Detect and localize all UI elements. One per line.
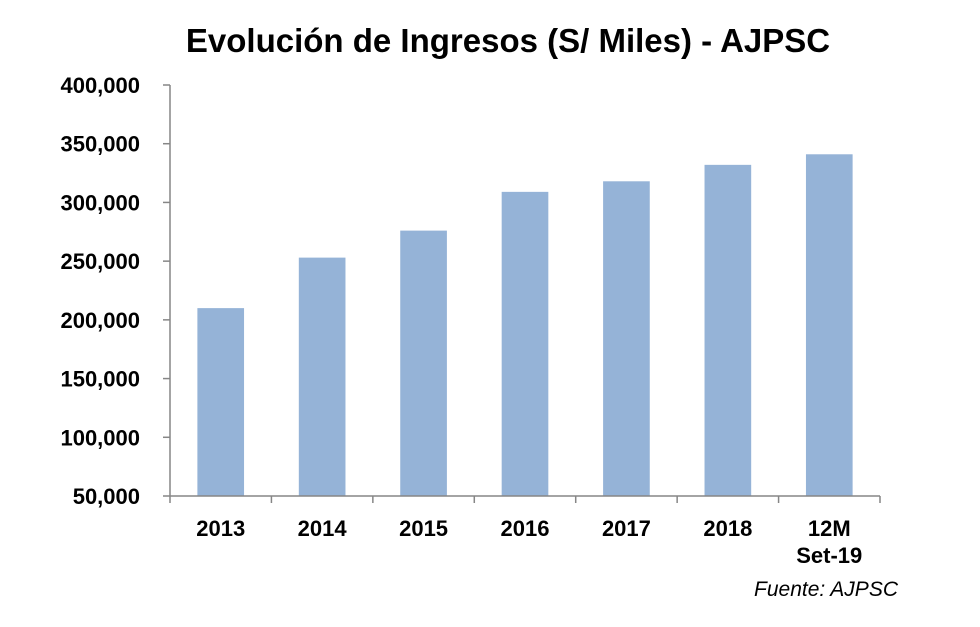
y-tick-label: 250,000 xyxy=(60,249,140,274)
x-tick-label: 2015 xyxy=(399,516,448,541)
y-tick-label: 50,000 xyxy=(73,484,140,509)
bar-2018 xyxy=(704,164,752,496)
x-tick-label: 2013 xyxy=(196,516,245,541)
x-tick-label: 2017 xyxy=(602,516,651,541)
x-tick-label: 2016 xyxy=(501,516,550,541)
bar-12m-set-19 xyxy=(805,154,853,497)
y-axis: 50,000 100,000 150,000 200,000 250,000 300,00… xyxy=(60,73,171,509)
y-tick-label: 150,000 xyxy=(60,367,140,392)
bar-2015 xyxy=(400,230,447,496)
y-tick-label: 200,000 xyxy=(60,308,140,333)
x-tick-label: 2014 xyxy=(298,516,348,541)
bar-2016 xyxy=(501,191,549,497)
bars xyxy=(197,154,853,497)
chart-title: Evolución de Ingresos (S/ Miles) - AJPSC xyxy=(186,22,830,59)
x-tick-label: 2018 xyxy=(703,516,752,541)
y-tick-label: 100,000 xyxy=(60,425,140,450)
y-tick-label: 300,000 xyxy=(60,190,140,215)
source-note: Fuente: AJPSC xyxy=(754,578,899,601)
bar-2013 xyxy=(197,308,245,496)
bar-2017 xyxy=(603,181,650,496)
y-tick-label: 350,000 xyxy=(60,132,140,157)
bar-2014 xyxy=(298,257,346,496)
x-axis: 2013 2014 2015 2016 2017 2018 12M Set-19 xyxy=(169,495,881,568)
x-tick-label: 12M Set-19 xyxy=(796,516,862,568)
y-tick-label: 400,000 xyxy=(60,73,140,98)
